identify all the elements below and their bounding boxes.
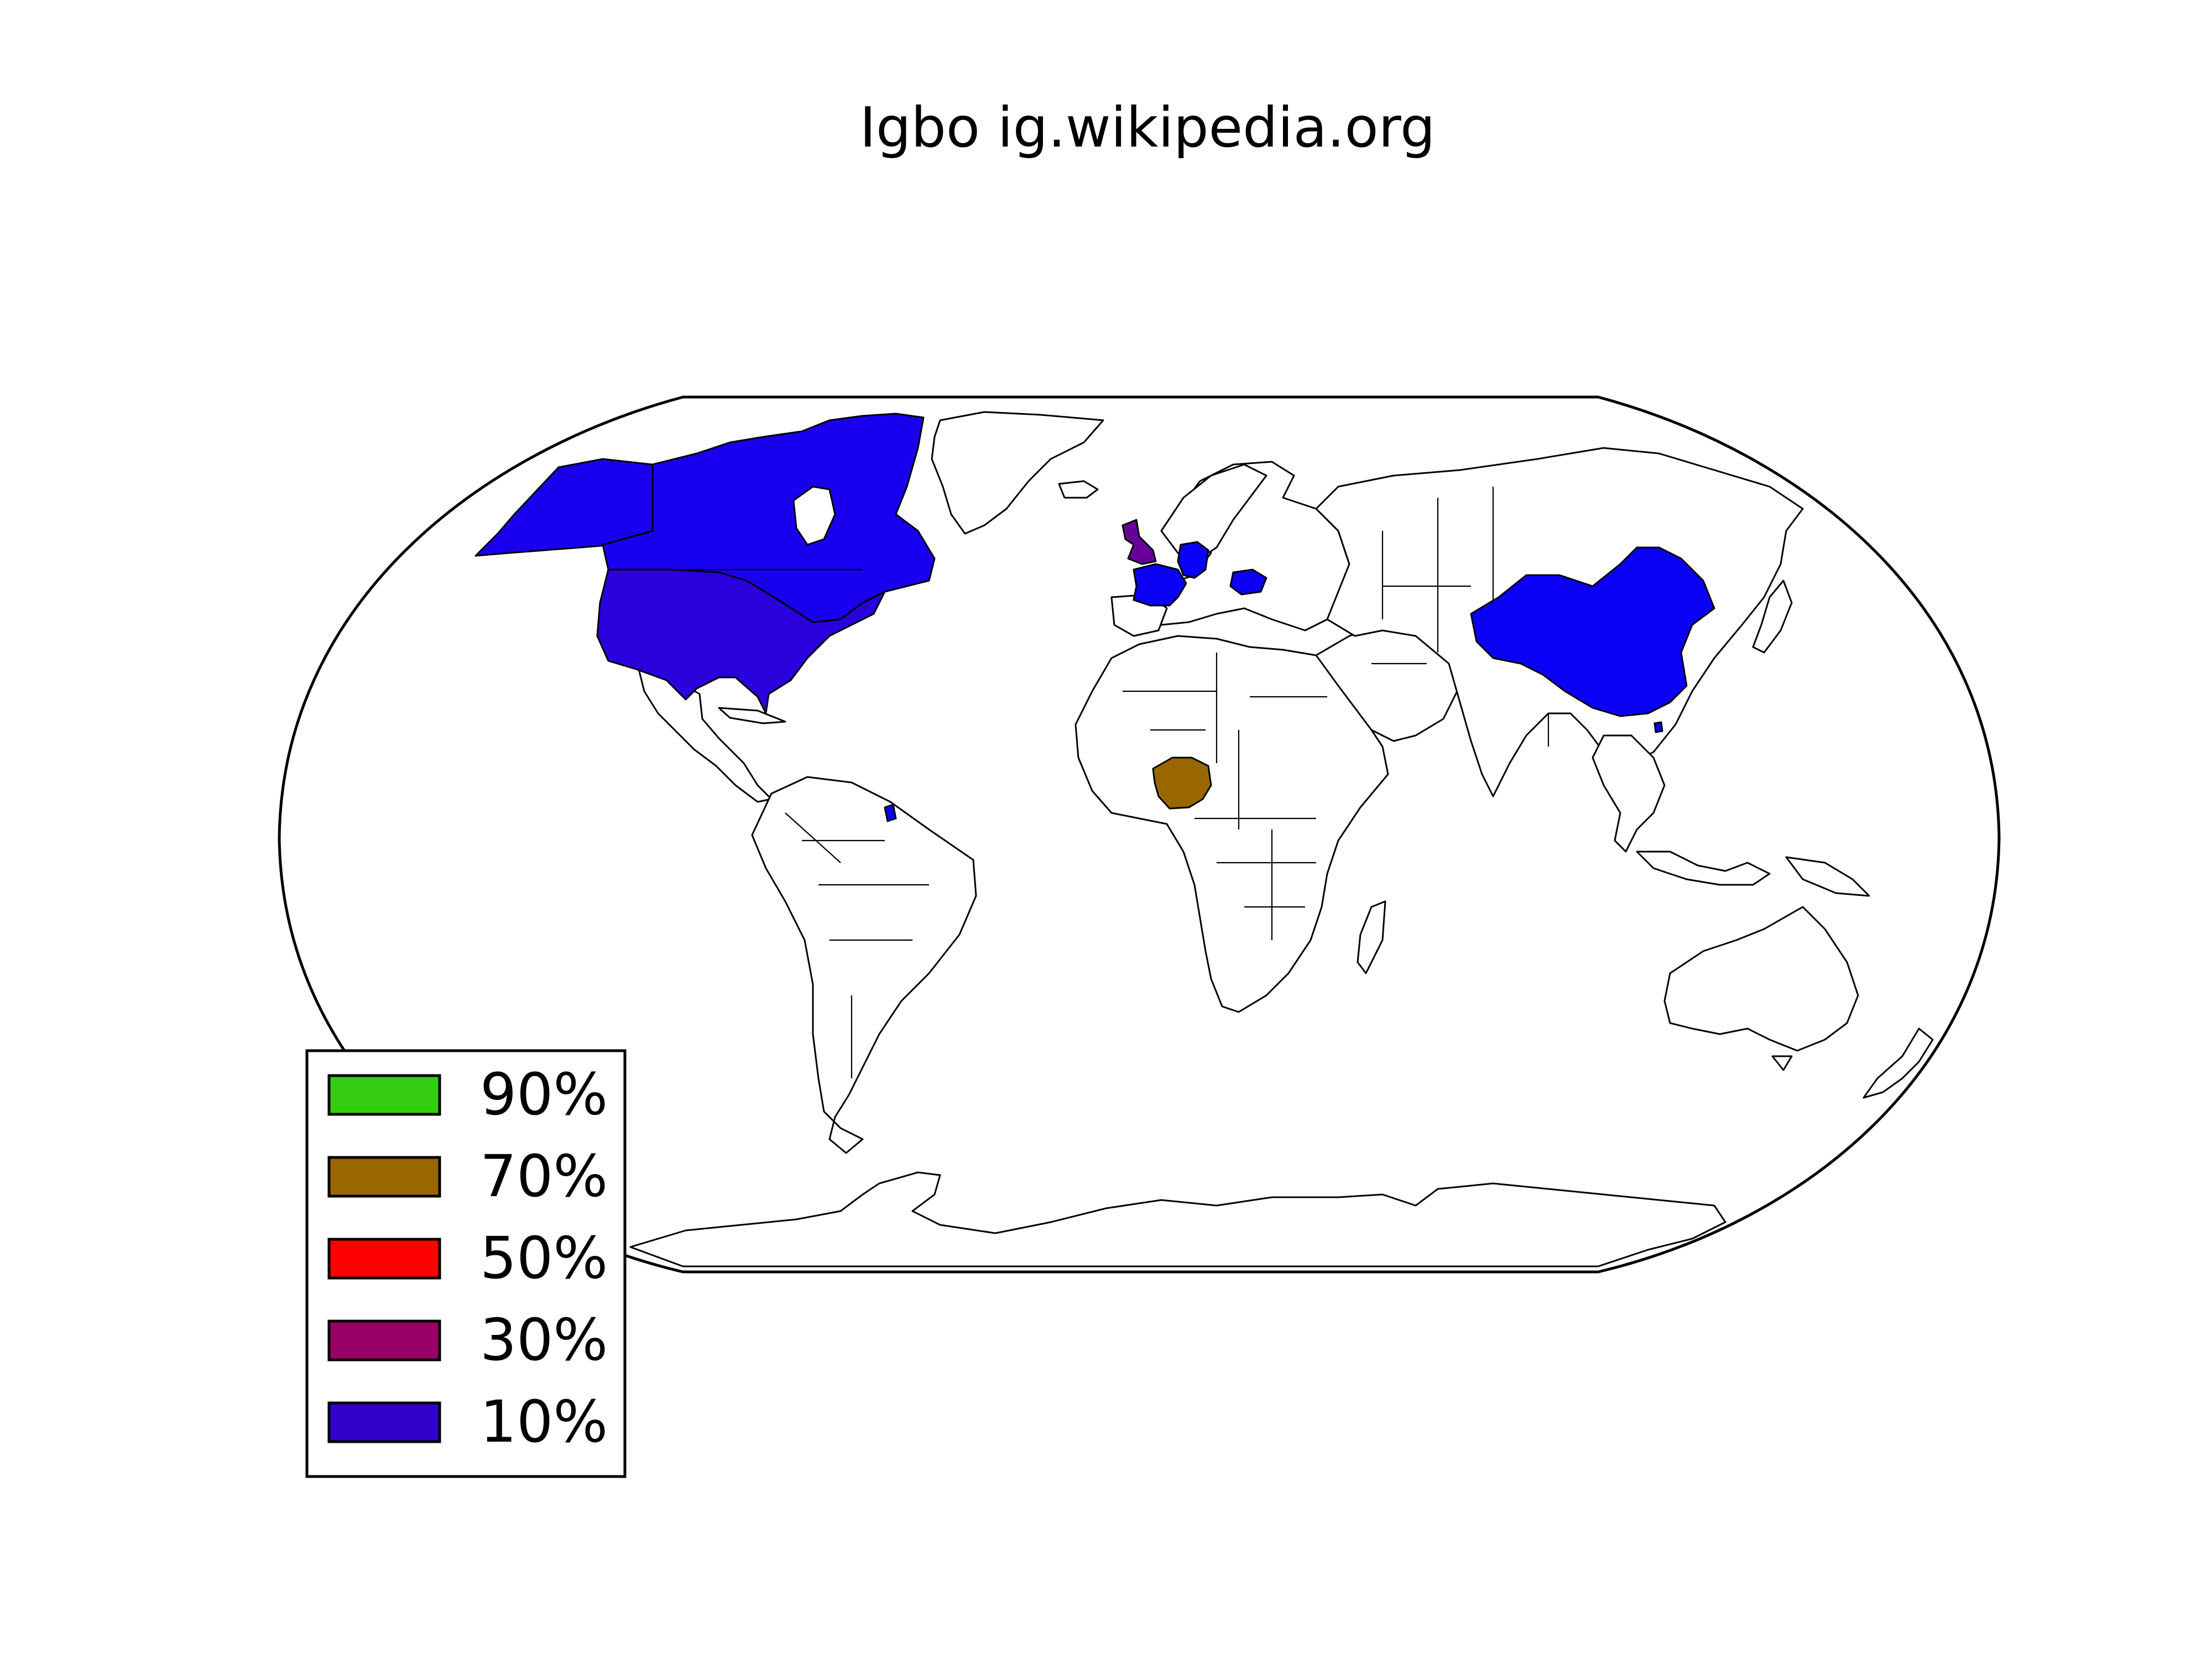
cuba-shape [718, 707, 786, 724]
legend-swatch-70 [327, 1156, 441, 1198]
hainan-region [1653, 721, 1663, 733]
central-america-shape [638, 668, 773, 803]
greenland-shape [931, 411, 1104, 535]
new-zealand-shape [1863, 1027, 1934, 1099]
country-borders-south-america [785, 812, 929, 1078]
united-kingdom-region [1121, 519, 1157, 565]
australia-shape [1663, 906, 1859, 1052]
legend-label-70: 70% [480, 1142, 608, 1210]
japan-shape [1752, 580, 1793, 654]
legend-swatch-30 [327, 1319, 441, 1361]
united-states-region [596, 568, 886, 714]
france-region [1133, 563, 1187, 607]
new-guinea-shape [1785, 856, 1870, 897]
legend-swatch-50 [327, 1238, 441, 1280]
romania-region [1229, 568, 1267, 596]
legend-label-10: 10% [480, 1388, 608, 1455]
legend-label-30: 30% [480, 1306, 608, 1374]
hudson-bay-shape [792, 486, 836, 546]
tasmania-shape [1771, 1055, 1793, 1071]
country-borders-africa [1123, 653, 1327, 940]
legend-swatch-90 [327, 1074, 441, 1116]
legend: 90% 70% 50% 30% 10% [305, 1049, 627, 1478]
legend-label-90: 90% [480, 1061, 608, 1128]
iceland-shape [1058, 480, 1099, 499]
legend-swatch-10 [327, 1401, 441, 1443]
south-america-shape [751, 776, 977, 1154]
germany-region [1177, 541, 1209, 579]
country-borders-north-america [608, 465, 863, 571]
indochina-shape [1592, 734, 1666, 853]
antarctica-shape [629, 1171, 1726, 1267]
legend-label-50: 50% [480, 1224, 608, 1292]
alaska-region [474, 458, 654, 557]
map-title: Igbo ig.wikipedia.org [859, 95, 1435, 160]
indonesia-shape [1636, 851, 1771, 886]
borders-layer [608, 465, 1550, 1078]
nigeria-region [1152, 757, 1212, 810]
madagascar-shape [1357, 900, 1386, 974]
french-guiana-region [884, 804, 897, 822]
country-borders-asia [1371, 487, 1550, 747]
china-region [1470, 546, 1715, 717]
